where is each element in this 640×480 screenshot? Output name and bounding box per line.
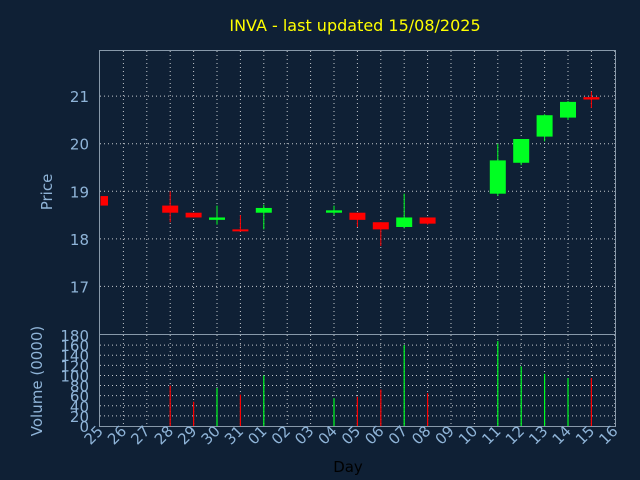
candle (489, 143, 506, 197)
volume-y-tick-label: 100 (60, 367, 89, 385)
volume-y-tick-label: 60 (70, 388, 89, 406)
candle-body (372, 222, 389, 230)
volume-y-tick-label: 80 (70, 378, 89, 396)
volume-axis-label: Volume (0000) (28, 326, 46, 436)
candle-body (536, 115, 553, 137)
candle-body (326, 210, 342, 213)
candle-body (419, 217, 436, 224)
candle-body (101, 196, 108, 206)
price-y-tick-label: 20 (70, 136, 89, 154)
candle-body (513, 138, 530, 163)
candle-body (232, 229, 249, 232)
candle-body (396, 217, 413, 227)
candle (255, 204, 272, 230)
price-axis-label: Price (38, 174, 56, 211)
price-y-tick-label: 21 (70, 88, 89, 106)
volume-y-tick-label: 120 (60, 357, 89, 375)
candle (185, 212, 202, 218)
price-y-ticks: 17 18 19 20 21 (70, 88, 89, 296)
price-grid (100, 51, 616, 334)
volume-bars (169, 341, 593, 426)
candle-body (489, 160, 506, 194)
volume-y-tick-label: 180 (60, 327, 89, 345)
candle-body (209, 217, 225, 220)
price-y-tick-label: 19 (70, 183, 89, 201)
candle (372, 222, 389, 247)
candle-body (255, 207, 272, 213)
candle (232, 215, 249, 232)
price-y-tick-label: 18 (70, 231, 89, 249)
candle (583, 91, 600, 109)
candle (419, 217, 436, 225)
candle (162, 191, 179, 223)
candle (513, 138, 530, 166)
candle-body (185, 212, 202, 218)
candle (560, 100, 576, 120)
volume-y-tick-label: 160 (60, 337, 89, 355)
volume-y-tick-label: 140 (60, 347, 89, 365)
volume-y-tick-label: 20 (70, 408, 89, 426)
candle (349, 212, 366, 227)
candle (209, 205, 225, 225)
volume-y-tick-label: 0 (79, 418, 89, 436)
candle-body (162, 205, 179, 213)
candle (326, 205, 342, 216)
candle (99, 196, 108, 206)
volume-y-tick-label: 40 (70, 398, 89, 416)
candle-body (349, 212, 366, 220)
price-candles (99, 91, 600, 247)
x-ticks: 2526272829303101020304050607080910111213… (81, 422, 622, 448)
candle (536, 114, 553, 142)
price-y-tick-label: 17 (70, 278, 89, 296)
candle (396, 193, 413, 229)
volume-panel-frame (99, 334, 616, 427)
candle-body (560, 101, 576, 118)
chart-title: INVA - last updated 15/08/2025 (229, 16, 480, 35)
x-axis-label: Day (333, 458, 363, 476)
candle-body (583, 97, 600, 100)
